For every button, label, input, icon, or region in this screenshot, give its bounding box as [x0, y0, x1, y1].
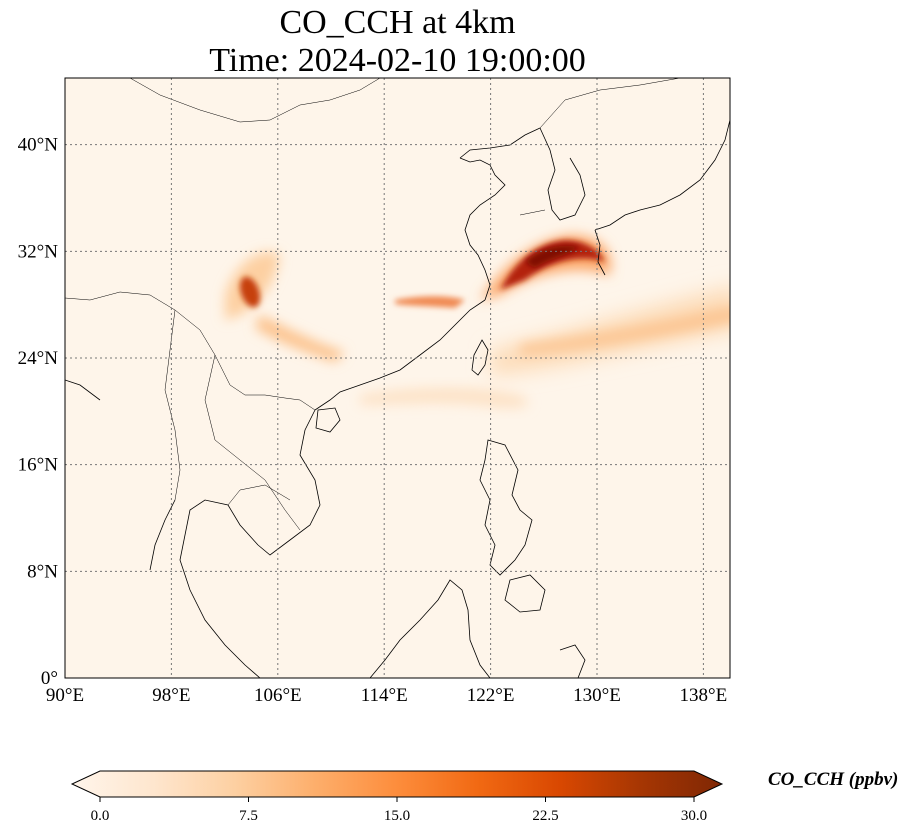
- cambodia-border: [227, 484, 291, 506]
- borneo-coast: [369, 579, 491, 678]
- bay-of-bengal-coast: [65, 379, 101, 401]
- title-variable: CO_CCH at 4km: [279, 4, 516, 41]
- philippines-mindanao: [504, 574, 546, 613]
- east-pacific-plume-core: [520, 307, 730, 355]
- lat-tick-label: 40°N: [18, 135, 59, 156]
- lat-tick-label: 0°: [41, 668, 58, 689]
- vietnam-coast: [257, 409, 321, 556]
- lon-tick-label: 122°E: [467, 685, 515, 706]
- lon-tick-label: 138°E: [680, 685, 728, 706]
- map-background: [65, 78, 730, 678]
- laos-border: [204, 354, 301, 531]
- colorbar-tick-label: 0.0: [91, 808, 110, 824]
- lat-tick-label: 16°N: [18, 455, 59, 476]
- lon-tick-label: 106°E: [254, 685, 302, 706]
- lon-tick-label: 98°E: [152, 685, 190, 706]
- colorbar-label: CO_CCH (ppbv): [768, 769, 899, 790]
- hainan: [315, 407, 341, 433]
- sulawesi-coast: [559, 644, 586, 678]
- gulf-of-thailand-coast: [179, 499, 261, 678]
- colorbar-tick-label: 30.0: [681, 808, 707, 824]
- japan-honshu: [594, 119, 730, 231]
- coastal-plume: [395, 296, 465, 308]
- gridlines: [65, 78, 730, 678]
- sichuan-plume-core: [239, 276, 261, 308]
- bohai-coast: [459, 127, 541, 159]
- lon-tick-label: 114°E: [361, 685, 408, 706]
- colorbar: 0.0 7.5 15.0 22.5 30.0: [70, 770, 724, 824]
- taiwan: [471, 339, 489, 376]
- mongolia-border: [129, 78, 381, 123]
- title-time: Time: 2024-02-10 19:00:00: [209, 42, 586, 79]
- colorbar-tick-label: 15.0: [384, 808, 410, 824]
- korea-peninsula: [539, 127, 586, 221]
- east-china-sea-plume-core: [500, 240, 605, 290]
- korea-border: [519, 209, 546, 216]
- lon-tick-label: 130°E: [573, 685, 621, 706]
- myanmar-coast: [149, 499, 176, 571]
- east-pacific-plume: [490, 287, 730, 375]
- country-borders: [65, 78, 681, 531]
- map-title: CO_CCH at 4km Time: 2024-02-10 19:00:00: [65, 4, 730, 80]
- colorbar-ticks: 0.0 7.5 15.0 22.5 30.0: [91, 797, 707, 824]
- coastlines: [65, 119, 730, 678]
- colorbar-body: [70, 770, 724, 798]
- china-east-coast: [459, 157, 506, 301]
- colorbar-tick-label: 7.5: [239, 808, 258, 824]
- lon-tick-label: 90°E: [46, 685, 84, 706]
- lat-tick-label: 8°N: [27, 561, 58, 582]
- philippines-luzon: [479, 439, 533, 576]
- lat-tick-label: 24°N: [18, 348, 59, 369]
- map-frame: [64, 77, 731, 679]
- japan-kyushu: [594, 229, 606, 276]
- colorbar-tick-label: 22.5: [532, 808, 558, 824]
- lat-tick-label: 32°N: [18, 241, 59, 262]
- manchuria-border: [539, 78, 681, 129]
- south-china-sea-plume: [360, 387, 529, 409]
- lat-tick-labels: 0° 8°N 16°N 24°N 32°N 40°N: [18, 135, 59, 689]
- sichuan-outflow-plume: [255, 315, 345, 362]
- lon-tick-labels: 90°E 98°E 106°E 114°E 122°E 130°E 138°E: [46, 685, 727, 706]
- china-south-coast: [314, 299, 486, 411]
- myanmar-border: [164, 309, 181, 501]
